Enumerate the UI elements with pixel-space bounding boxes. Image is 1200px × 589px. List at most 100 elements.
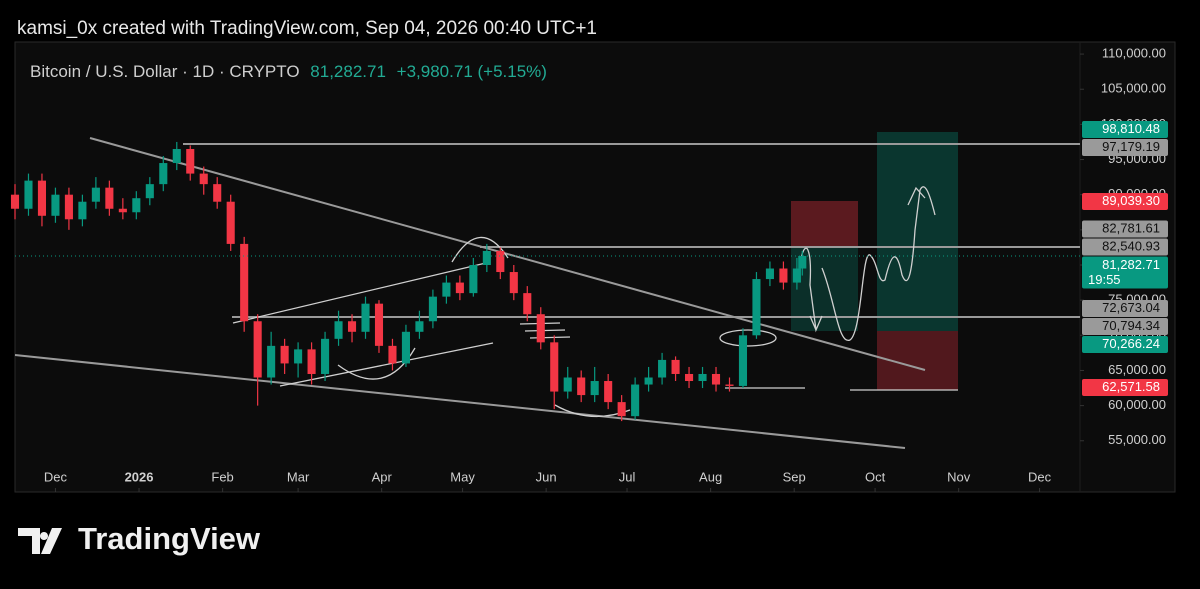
candle-body	[186, 148, 195, 174]
projection	[821, 186, 936, 341]
candle-body	[779, 268, 788, 283]
price-tag-label: 97,179.19	[1102, 139, 1160, 154]
candle-body	[752, 279, 761, 336]
logo-text: TradingView	[78, 521, 261, 556]
candle-body	[698, 373, 707, 382]
candle-body	[798, 255, 807, 269]
candle-body	[765, 268, 774, 280]
candle-body	[482, 250, 491, 265]
price-tag-countdown: 19:55	[1088, 272, 1121, 287]
symbol-line: Bitcoin / U.S. Dollar · 1D · CRYPTO 81,2…	[30, 62, 547, 81]
price-tag-label: 82,781.61	[1102, 220, 1160, 235]
price-tag	[1082, 138, 1168, 156]
candle-body	[428, 296, 437, 322]
candle-body	[590, 381, 599, 396]
logo-mark	[18, 528, 62, 554]
candle-body	[388, 345, 397, 364]
candle-body	[658, 359, 667, 378]
chart-panel	[14, 41, 1176, 493]
price-tag-label: 62,571.58	[1102, 379, 1160, 394]
candle-body	[685, 373, 694, 382]
x-tick-label: Dec	[44, 469, 68, 484]
candle-body	[240, 243, 249, 322]
candle-body	[213, 184, 222, 202]
price-change: +3,980.71 (+5.15%)	[397, 62, 547, 81]
price-tag	[1082, 300, 1168, 318]
candle-body	[334, 321, 343, 339]
candle-body	[617, 402, 626, 417]
candle-body	[496, 250, 505, 273]
candle-body	[644, 377, 653, 385]
candle-body	[361, 303, 370, 332]
price-tag	[1082, 238, 1168, 256]
price-tag-label: 82,540.93	[1102, 238, 1160, 253]
x-tick-label: Nov	[947, 469, 971, 484]
candle-body	[51, 194, 60, 216]
candle-body	[132, 198, 141, 213]
candle-body	[78, 201, 87, 220]
candle-body	[24, 180, 33, 209]
candle-body	[294, 349, 303, 364]
arc	[451, 236, 509, 263]
candle-body	[172, 148, 181, 164]
channel-line	[279, 342, 494, 387]
y-tick-label: 65,000.00	[1108, 362, 1166, 377]
candle-body	[577, 377, 586, 396]
price-tag-label: 70,794.34	[1102, 318, 1160, 333]
channel-line	[232, 261, 491, 324]
candle-body	[711, 373, 721, 385]
price-tag	[1082, 256, 1168, 289]
candle-body	[199, 173, 208, 185]
candle-body	[563, 377, 572, 392]
candle-body	[145, 184, 154, 199]
x-tick-label: Dec	[1028, 469, 1052, 484]
y-tick-label: 55,000.00	[1108, 432, 1166, 447]
circle	[719, 329, 777, 347]
price-tag-label: 89,039.30	[1102, 193, 1160, 208]
candle-body	[267, 345, 276, 378]
candle-body	[442, 282, 451, 297]
candle-body	[604, 381, 613, 403]
candle-body	[37, 180, 47, 216]
candle-body	[671, 359, 680, 374]
candle-body	[550, 342, 559, 392]
candle-body	[374, 303, 384, 346]
x-tick-label: Aug	[699, 469, 722, 484]
candle-body	[307, 349, 316, 374]
price-tag-label: 72,673.04	[1102, 300, 1160, 315]
price-tag	[1082, 220, 1168, 238]
candle-body	[523, 293, 532, 315]
candle-body	[469, 265, 478, 294]
candle-body	[536, 314, 545, 343]
candle-body	[91, 187, 100, 202]
x-tick-label: Oct	[865, 469, 886, 484]
price-tag	[1082, 192, 1168, 210]
y-tick-label: 60,000.00	[1108, 397, 1166, 412]
logo: TradingView	[18, 521, 261, 556]
price-tag-label: 81,282.71	[1102, 257, 1160, 272]
candle-body	[105, 187, 114, 209]
caption: kamsi_0x created with TradingView.com, S…	[17, 18, 597, 39]
long-target-zone	[877, 132, 958, 331]
x-tick-label: Sep	[783, 469, 806, 484]
candle-body	[347, 321, 357, 332]
price-tag	[1082, 379, 1168, 397]
candle-body	[509, 272, 518, 294]
short-stop-zone	[791, 201, 858, 247]
candle-body	[738, 335, 748, 386]
y-tick-label: 110,000.00	[1102, 46, 1166, 61]
symbol-title: Bitcoin / U.S. Dollar · 1D · CRYPTO	[30, 62, 300, 81]
candle-body	[401, 331, 410, 364]
candle-body	[725, 384, 734, 386]
candle-body	[226, 201, 235, 244]
price-tag-label: 98,810.48	[1102, 121, 1160, 136]
candle-body	[280, 345, 289, 364]
price-tag	[1082, 336, 1168, 354]
candle-body	[455, 282, 464, 294]
x-tick-label: Feb	[211, 469, 233, 484]
candle-body	[159, 163, 168, 185]
trendline	[89, 137, 926, 371]
y-tick-label: 105,000.00	[1101, 81, 1166, 96]
